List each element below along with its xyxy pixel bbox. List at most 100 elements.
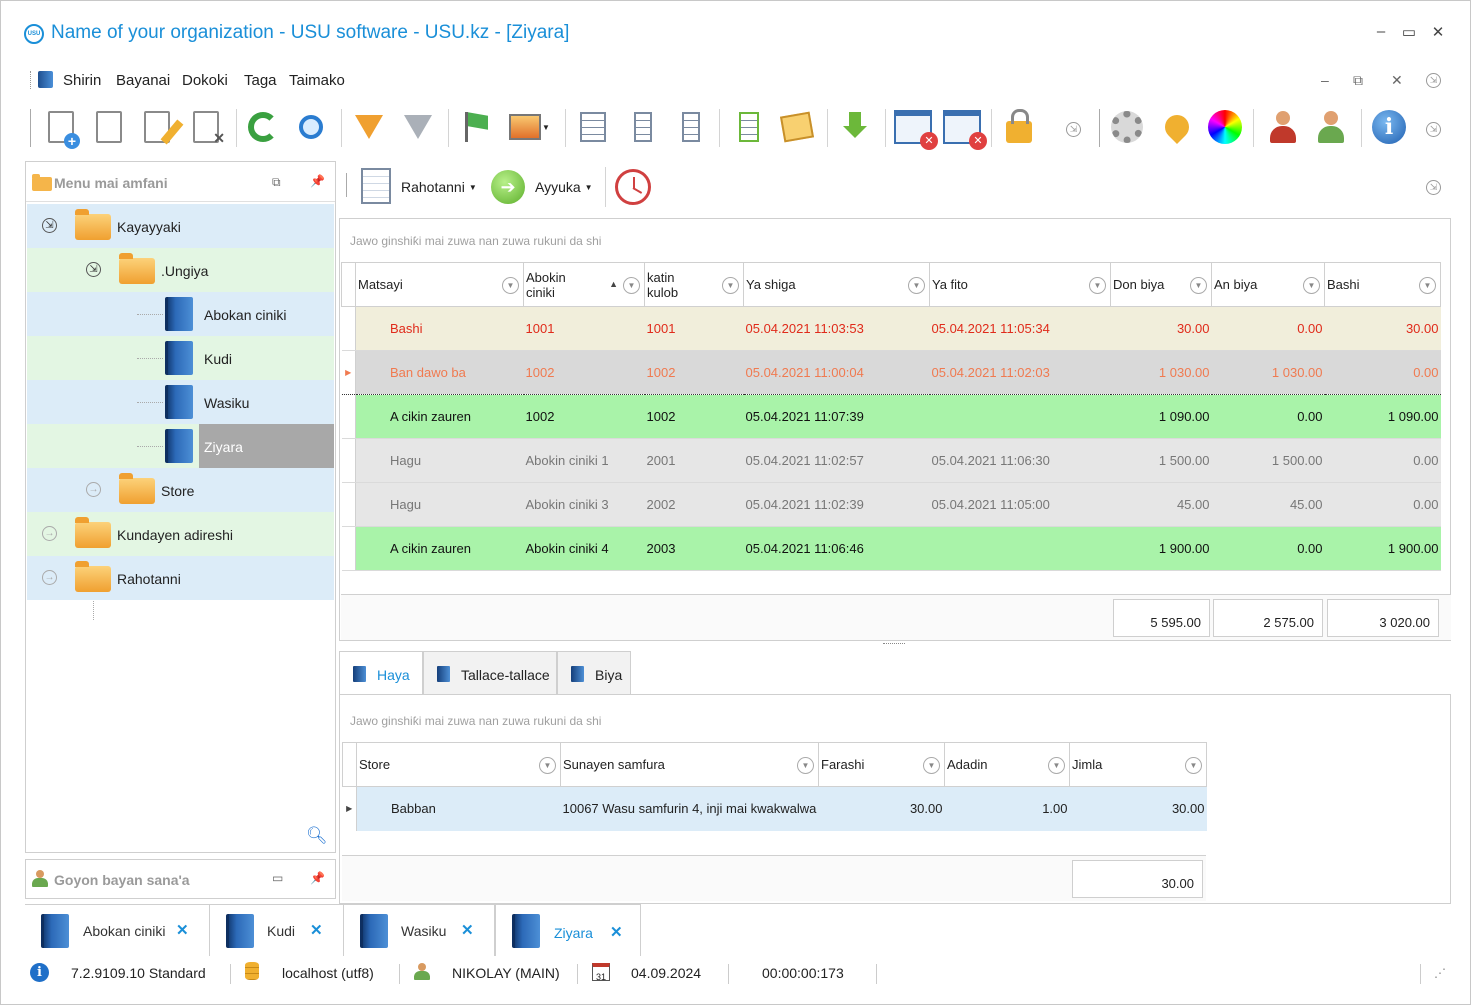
tree-item-kudi[interactable]: Kudi — [27, 336, 334, 380]
column-header-entered[interactable]: Ya shiga ▼ — [743, 262, 930, 307]
expand-icon[interactable]: → — [42, 526, 57, 541]
image-dropdown-icon[interactable]: ▼ — [542, 122, 550, 132]
column-header-status[interactable]: Matsayi ▼ — [355, 262, 524, 307]
column-header-quantity[interactable]: Adadin ▼ — [944, 742, 1070, 787]
splitter-handle[interactable] — [883, 643, 905, 646]
column-header-club-card[interactable]: katin kulob ▼ — [644, 262, 744, 307]
pin-icon[interactable]: 📌 — [310, 174, 325, 188]
filter-icon[interactable]: ▼ — [502, 277, 519, 294]
close-tab-icon[interactable]: ✕ — [610, 924, 623, 941]
menu-options-icon[interactable]: ⇲ — [1426, 73, 1441, 88]
color-wheel-icon[interactable] — [1205, 107, 1245, 147]
table-row[interactable]: A cikin zauren Abokin ciniki 4 2003 05.0… — [341, 526, 1441, 571]
edit-doc-icon[interactable] — [137, 107, 177, 147]
table-row[interactable]: A cikin zauren 1002 1002 05.04.2021 11:0… — [341, 394, 1441, 439]
tree-item-ziyara[interactable]: Ziyara — [27, 424, 334, 468]
mdi-close-button[interactable]: ✕ — [1391, 72, 1403, 88]
filter-icon[interactable]: ▼ — [1048, 757, 1065, 774]
collapse-icon[interactable]: ⇲ — [86, 262, 101, 277]
timer-icon[interactable] — [615, 169, 651, 205]
window-tab-ziyara[interactable]: Ziyara ✕ — [495, 904, 641, 956]
download-icon[interactable] — [835, 107, 875, 147]
actions-icon[interactable]: ➔ — [491, 170, 525, 204]
table-row-selected[interactable]: ▶ Ban dawo ba 1002 1002 05.04.2021 11:00… — [341, 350, 1441, 395]
notes-icon[interactable] — [777, 107, 817, 147]
column-header-client[interactable]: Abokin ciniki ▲ ▼ — [523, 262, 645, 307]
tab-tallace-tallace[interactable]: Tallace-tallace — [423, 651, 557, 695]
actions-dropdown[interactable]: Ayyuka ▼ — [535, 179, 593, 195]
menu-dokoki[interactable]: Dokoki — [182, 72, 228, 89]
image-icon[interactable] — [505, 107, 545, 147]
minimize-button[interactable]: – — [1376, 23, 1386, 40]
filter-icon[interactable]: ▼ — [1190, 277, 1207, 294]
info-icon[interactable]: i — [1369, 107, 1409, 147]
window-tab-kudi[interactable]: Kudi ✕ — [210, 904, 344, 956]
flag-icon[interactable] — [456, 107, 496, 147]
subtoolbar-options-icon[interactable]: ⇲ — [1426, 180, 1441, 195]
tab-haya[interactable]: Haya — [339, 651, 423, 695]
close-tab-icon[interactable]: ✕ — [310, 922, 323, 939]
tree-expand-icon[interactable] — [671, 107, 711, 147]
column-header-to-pay[interactable]: Don biya ▼ — [1110, 262, 1212, 307]
tree-item-store[interactable]: → Store — [27, 468, 334, 512]
tree-item-kayayyaki[interactable]: ⇲ Kayayyaki — [27, 204, 334, 248]
filter-settings-icon[interactable] — [398, 107, 438, 147]
filter-icon[interactable]: ▼ — [539, 757, 556, 774]
tree-item-kundayen-adireshi[interactable]: → Kundayen adireshi — [27, 512, 334, 556]
mdi-minimize-button[interactable]: – — [1321, 72, 1329, 88]
filter-icon[interactable]: ▼ — [908, 277, 925, 294]
report-icon[interactable] — [361, 168, 391, 204]
expand-icon[interactable]: → — [86, 482, 101, 497]
table-row[interactable]: Hagu Abokin ciniki 3 2002 05.04.2021 11:… — [341, 482, 1441, 527]
column-header-total[interactable]: Jimla ▼ — [1069, 742, 1207, 787]
lock-icon[interactable] — [999, 107, 1039, 147]
column-header-price[interactable]: Farashi ▼ — [818, 742, 945, 787]
table-row[interactable]: Bashi 1001 1001 05.04.2021 11:03:53 05.0… — [341, 306, 1441, 351]
collapse-icon[interactable]: ⇲ — [42, 218, 57, 233]
resize-grip-icon[interactable]: ⋰ — [1434, 966, 1446, 980]
filter-icon[interactable]: ▼ — [1089, 277, 1106, 294]
menu-taga[interactable]: Taga — [244, 72, 277, 89]
mdi-restore-button[interactable]: ⧉ — [1353, 72, 1363, 88]
filter-icon[interactable]: ▼ — [923, 757, 940, 774]
menu-shirin[interactable]: Shirin — [63, 72, 102, 89]
tree-item-wasiku[interactable]: Wasiku — [27, 380, 334, 424]
filter-icon[interactable]: ▼ — [623, 277, 640, 294]
tree-item-abokan-ciniki[interactable]: Abokan ciniki — [27, 292, 334, 336]
users-icon[interactable] — [1311, 107, 1351, 147]
search-icon[interactable] — [291, 107, 331, 147]
tree-collapse-icon[interactable] — [623, 107, 663, 147]
toolbar-options-icon[interactable]: ⇲ — [1066, 122, 1081, 137]
window-tab-wasiku[interactable]: Wasiku ✕ — [344, 904, 495, 956]
filter-icon[interactable]: ▼ — [1185, 757, 1202, 774]
column-header-exited[interactable]: Ya fito ▼ — [929, 262, 1111, 307]
delete-doc-icon[interactable] — [186, 107, 226, 147]
column-header-product[interactable]: Sunayen samfura ▼ — [560, 742, 819, 787]
tree-item-rahotanni[interactable]: → Rahotanni — [27, 556, 334, 600]
copy-doc-icon[interactable] — [89, 107, 129, 147]
refresh-icon[interactable] — [243, 107, 283, 147]
window-tab-abokan-ciniki[interactable]: Abokan ciniki ✕ — [25, 904, 210, 956]
filter-icon[interactable]: ▼ — [1303, 277, 1320, 294]
filter-icon[interactable] — [349, 107, 389, 147]
minimize-panel-icon[interactable]: ▭ — [272, 871, 284, 885]
reports-dropdown[interactable]: Rahotanni ▼ — [401, 179, 477, 195]
table-row[interactable]: Hagu Abokin ciniki 1 2001 05.04.2021 11:… — [341, 438, 1441, 483]
location-pin-icon[interactable] — [1157, 107, 1197, 147]
close-all-windows-icon[interactable] — [942, 107, 987, 150]
insert-column-icon[interactable] — [729, 107, 769, 147]
column-header-paid[interactable]: An biya ▼ — [1211, 262, 1325, 307]
tab-biya[interactable]: Biya — [557, 651, 631, 695]
add-row-icon[interactable] — [573, 107, 613, 147]
column-header-debt[interactable]: Bashi ▼ — [1324, 262, 1441, 307]
gear-icon[interactable] — [1107, 107, 1147, 147]
menu-bayanai[interactable]: Bayanai — [116, 72, 171, 89]
filter-icon[interactable]: ▼ — [1419, 277, 1436, 294]
menu-taimako[interactable]: Taimako — [289, 72, 345, 89]
column-header-store[interactable]: Store ▼ — [356, 742, 561, 787]
toolbar2-options-icon[interactable]: ⇲ — [1426, 122, 1441, 137]
float-panel-icon[interactable]: ⧉ — [272, 175, 281, 189]
maximize-button[interactable]: ▭ — [1401, 24, 1417, 41]
filter-icon[interactable]: ▼ — [722, 277, 739, 294]
close-tab-icon[interactable]: ✕ — [461, 922, 474, 939]
